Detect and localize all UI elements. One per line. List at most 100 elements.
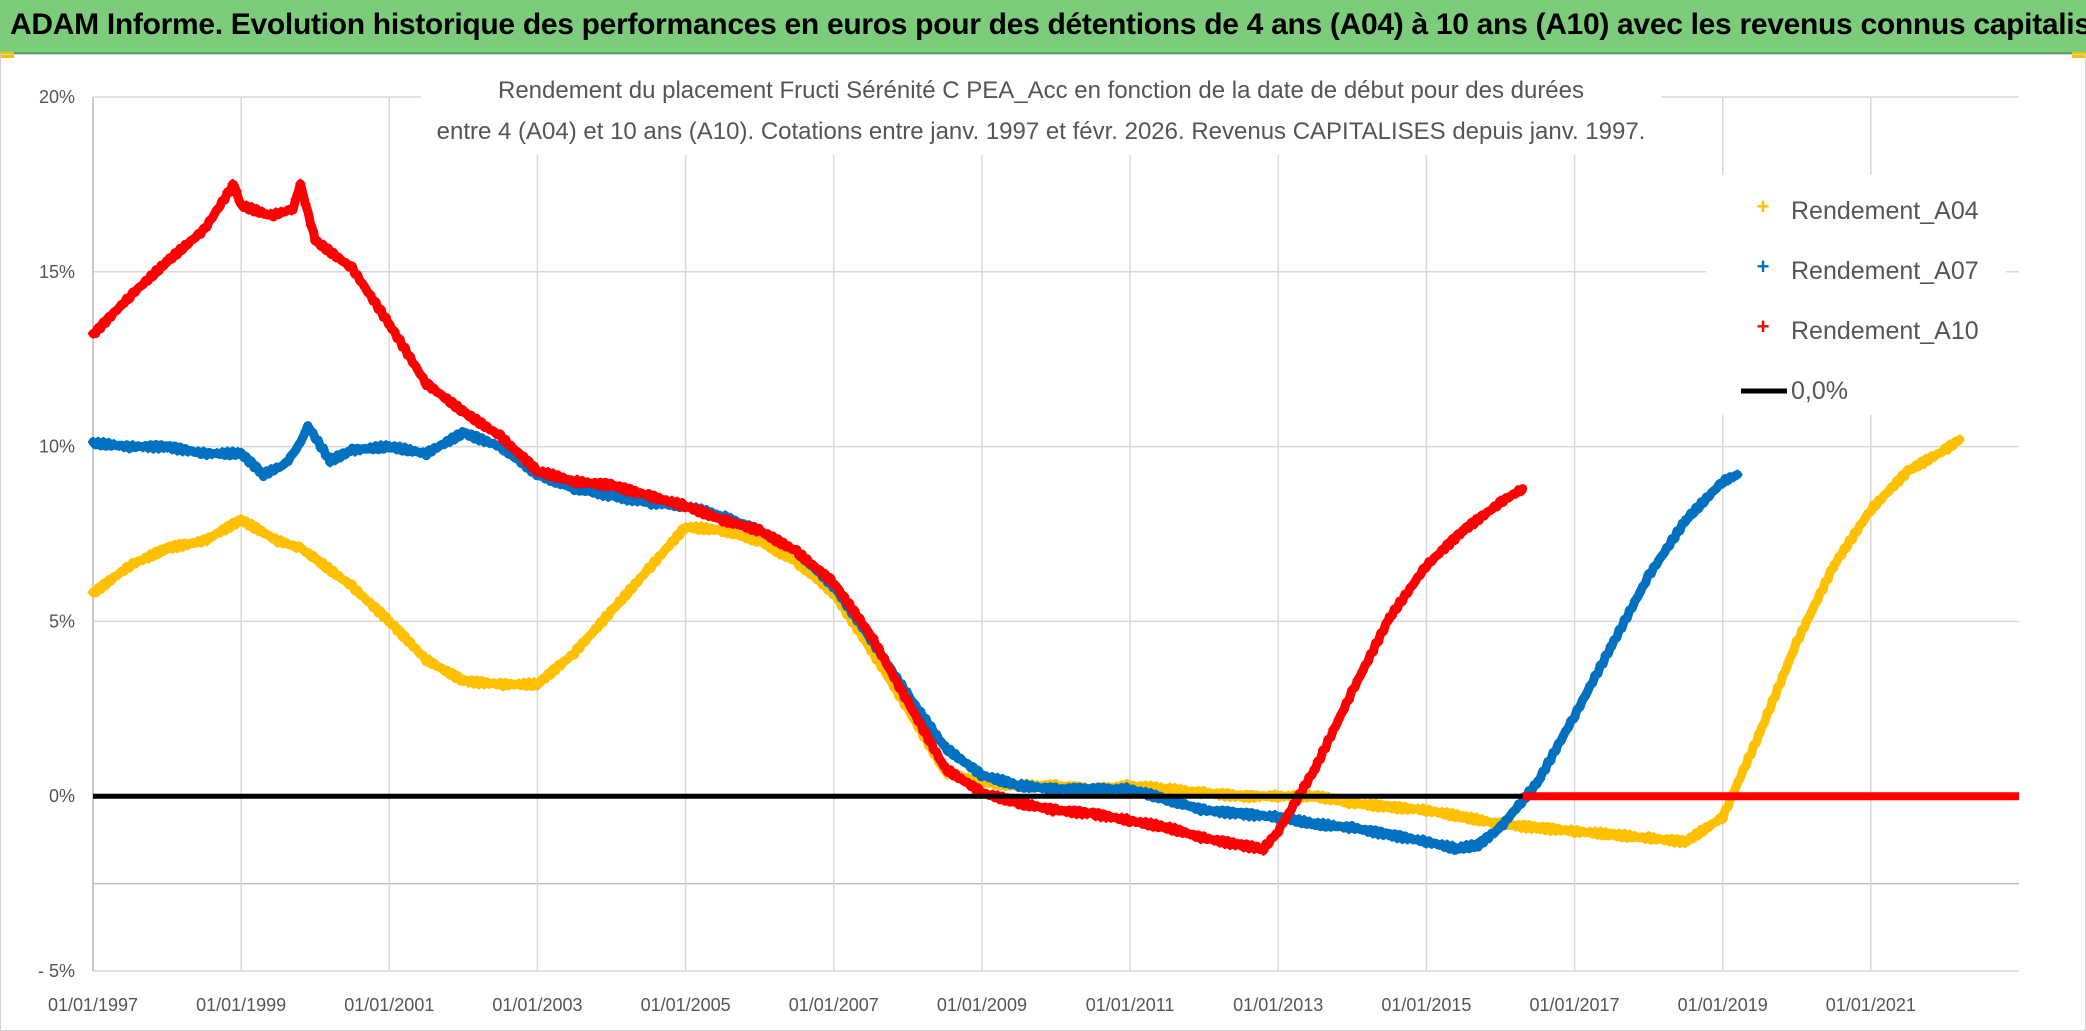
data-point xyxy=(1190,831,1201,842)
data-point xyxy=(246,456,257,467)
chart-title-line-2: entre 4 (A04) et 10 ans (A10). Cotations… xyxy=(437,118,1646,145)
data-point xyxy=(463,411,474,422)
data-point xyxy=(1555,736,1566,747)
data-point xyxy=(1486,818,1497,829)
data-point xyxy=(1002,775,1013,786)
data-point xyxy=(280,537,291,548)
data-point xyxy=(93,322,104,333)
data-point xyxy=(598,617,609,628)
data-point xyxy=(1309,763,1320,774)
data-point xyxy=(1550,746,1561,757)
x-tick-label: 01/01/2007 xyxy=(789,995,879,1015)
data-point xyxy=(1516,798,1527,809)
data-point xyxy=(1865,506,1876,517)
data-point xyxy=(1659,548,1670,559)
data-point xyxy=(498,445,509,456)
data-point xyxy=(947,750,958,761)
data-point xyxy=(542,467,553,478)
data-point xyxy=(1357,799,1368,810)
data-point xyxy=(320,451,331,462)
data-point xyxy=(227,179,238,190)
x-tick-label: 01/01/1997 xyxy=(48,995,138,1015)
data-point xyxy=(1812,595,1823,606)
data-point xyxy=(355,445,366,456)
data-point xyxy=(429,383,440,394)
data-point xyxy=(587,627,598,638)
data-point xyxy=(1338,822,1349,833)
banner: ADAM Informe. Evolution historique des p… xyxy=(0,0,2086,54)
data-point xyxy=(1466,517,1477,528)
data-point xyxy=(285,450,296,461)
data-point xyxy=(119,566,130,577)
data-point xyxy=(295,437,306,448)
data-point xyxy=(815,565,826,576)
data-point xyxy=(458,427,469,438)
data-point xyxy=(849,605,860,616)
data-point xyxy=(399,442,410,453)
data-point xyxy=(1688,508,1699,519)
data-point xyxy=(1386,610,1397,621)
data-point xyxy=(1318,744,1329,755)
data-point xyxy=(113,303,124,314)
data-point xyxy=(1772,681,1783,692)
data-point xyxy=(473,435,484,446)
data-point xyxy=(1590,669,1601,680)
data-point xyxy=(201,222,212,233)
data-point xyxy=(370,296,381,307)
data-point xyxy=(1362,826,1373,837)
data-point xyxy=(1535,773,1546,784)
data-point xyxy=(1896,470,1907,481)
data-point xyxy=(1545,756,1556,767)
data-point xyxy=(439,666,450,677)
data-point xyxy=(825,573,836,584)
data-point xyxy=(162,257,173,268)
data-point xyxy=(711,524,722,535)
data-point xyxy=(1796,624,1807,635)
x-tick-label: 01/01/2005 xyxy=(641,995,731,1015)
data-point xyxy=(410,360,421,371)
data-point xyxy=(1169,822,1180,833)
data-point xyxy=(503,439,514,450)
data-point xyxy=(928,744,939,755)
data-point xyxy=(1156,782,1167,793)
data-point xyxy=(267,533,278,544)
data-point xyxy=(958,775,969,786)
data-point xyxy=(349,585,360,596)
data-point xyxy=(193,228,204,239)
data-point xyxy=(622,590,633,601)
data-point xyxy=(201,536,212,547)
data-point xyxy=(939,740,950,751)
data-point xyxy=(942,746,953,757)
data-point xyxy=(572,642,583,653)
data-point xyxy=(415,649,426,660)
data-point xyxy=(1915,456,1926,467)
data-point xyxy=(992,772,1003,783)
data-point xyxy=(1397,596,1408,607)
data-point xyxy=(1373,637,1384,648)
data-point xyxy=(1629,830,1640,841)
data-point xyxy=(1061,807,1072,818)
data-point xyxy=(434,662,445,673)
data-point xyxy=(1026,780,1037,791)
data-point xyxy=(119,298,130,309)
data-point xyxy=(1945,439,1956,450)
data-point xyxy=(1886,481,1897,492)
data-point xyxy=(265,208,276,219)
data-point xyxy=(1481,816,1492,827)
data-point xyxy=(759,529,770,540)
data-point xyxy=(1304,771,1315,782)
data-point xyxy=(1209,835,1220,846)
data-point xyxy=(1180,826,1191,837)
data-point xyxy=(262,529,273,540)
data-point xyxy=(310,434,321,445)
data-point xyxy=(305,425,316,436)
data-point xyxy=(222,520,233,531)
data-point xyxy=(1175,783,1186,794)
data-point xyxy=(685,502,696,513)
data-point xyxy=(828,578,839,589)
data-point xyxy=(1481,832,1492,843)
data-point xyxy=(627,584,638,595)
data-point xyxy=(93,582,104,593)
data-point xyxy=(1643,568,1654,579)
data-point xyxy=(1841,542,1852,553)
